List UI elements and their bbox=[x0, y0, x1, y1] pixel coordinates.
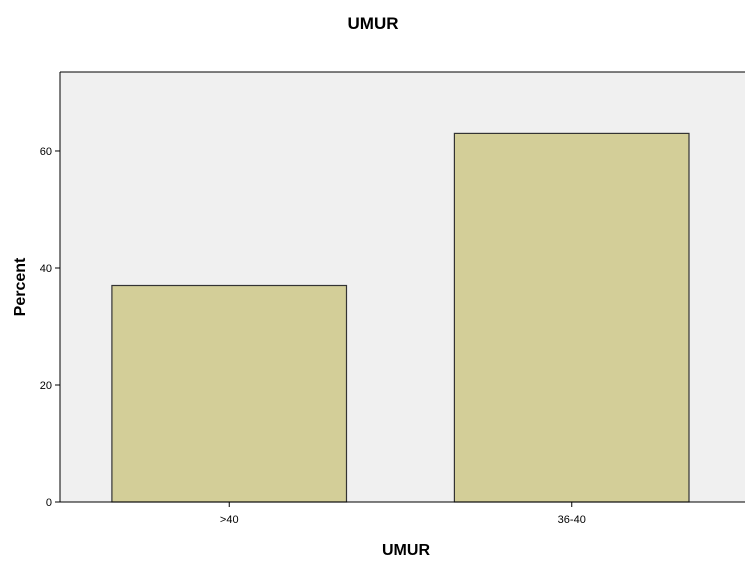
y-tick-label: 20 bbox=[40, 380, 52, 392]
bars-layer bbox=[111, 132, 690, 503]
y-tick-label: 0 bbox=[46, 497, 52, 509]
x-tick-label: >40 bbox=[220, 514, 239, 526]
x-ticks-layer: >40 36-40 bbox=[220, 502, 586, 526]
bar->40 bbox=[111, 284, 348, 503]
axes-layer bbox=[59, 71, 745, 503]
x-axis-title: UMUR bbox=[382, 542, 430, 559]
y-tick-label: 40 bbox=[40, 263, 52, 275]
y-axis-title: Percent bbox=[12, 257, 29, 316]
x-tick-label: 36-40 bbox=[558, 514, 586, 526]
bar-36-40 bbox=[453, 132, 690, 503]
chart-title: UMUR bbox=[348, 14, 399, 33]
y-tick-label: 60 bbox=[40, 146, 52, 158]
y-ticks-layer: 0 20 40 60 bbox=[40, 146, 60, 509]
